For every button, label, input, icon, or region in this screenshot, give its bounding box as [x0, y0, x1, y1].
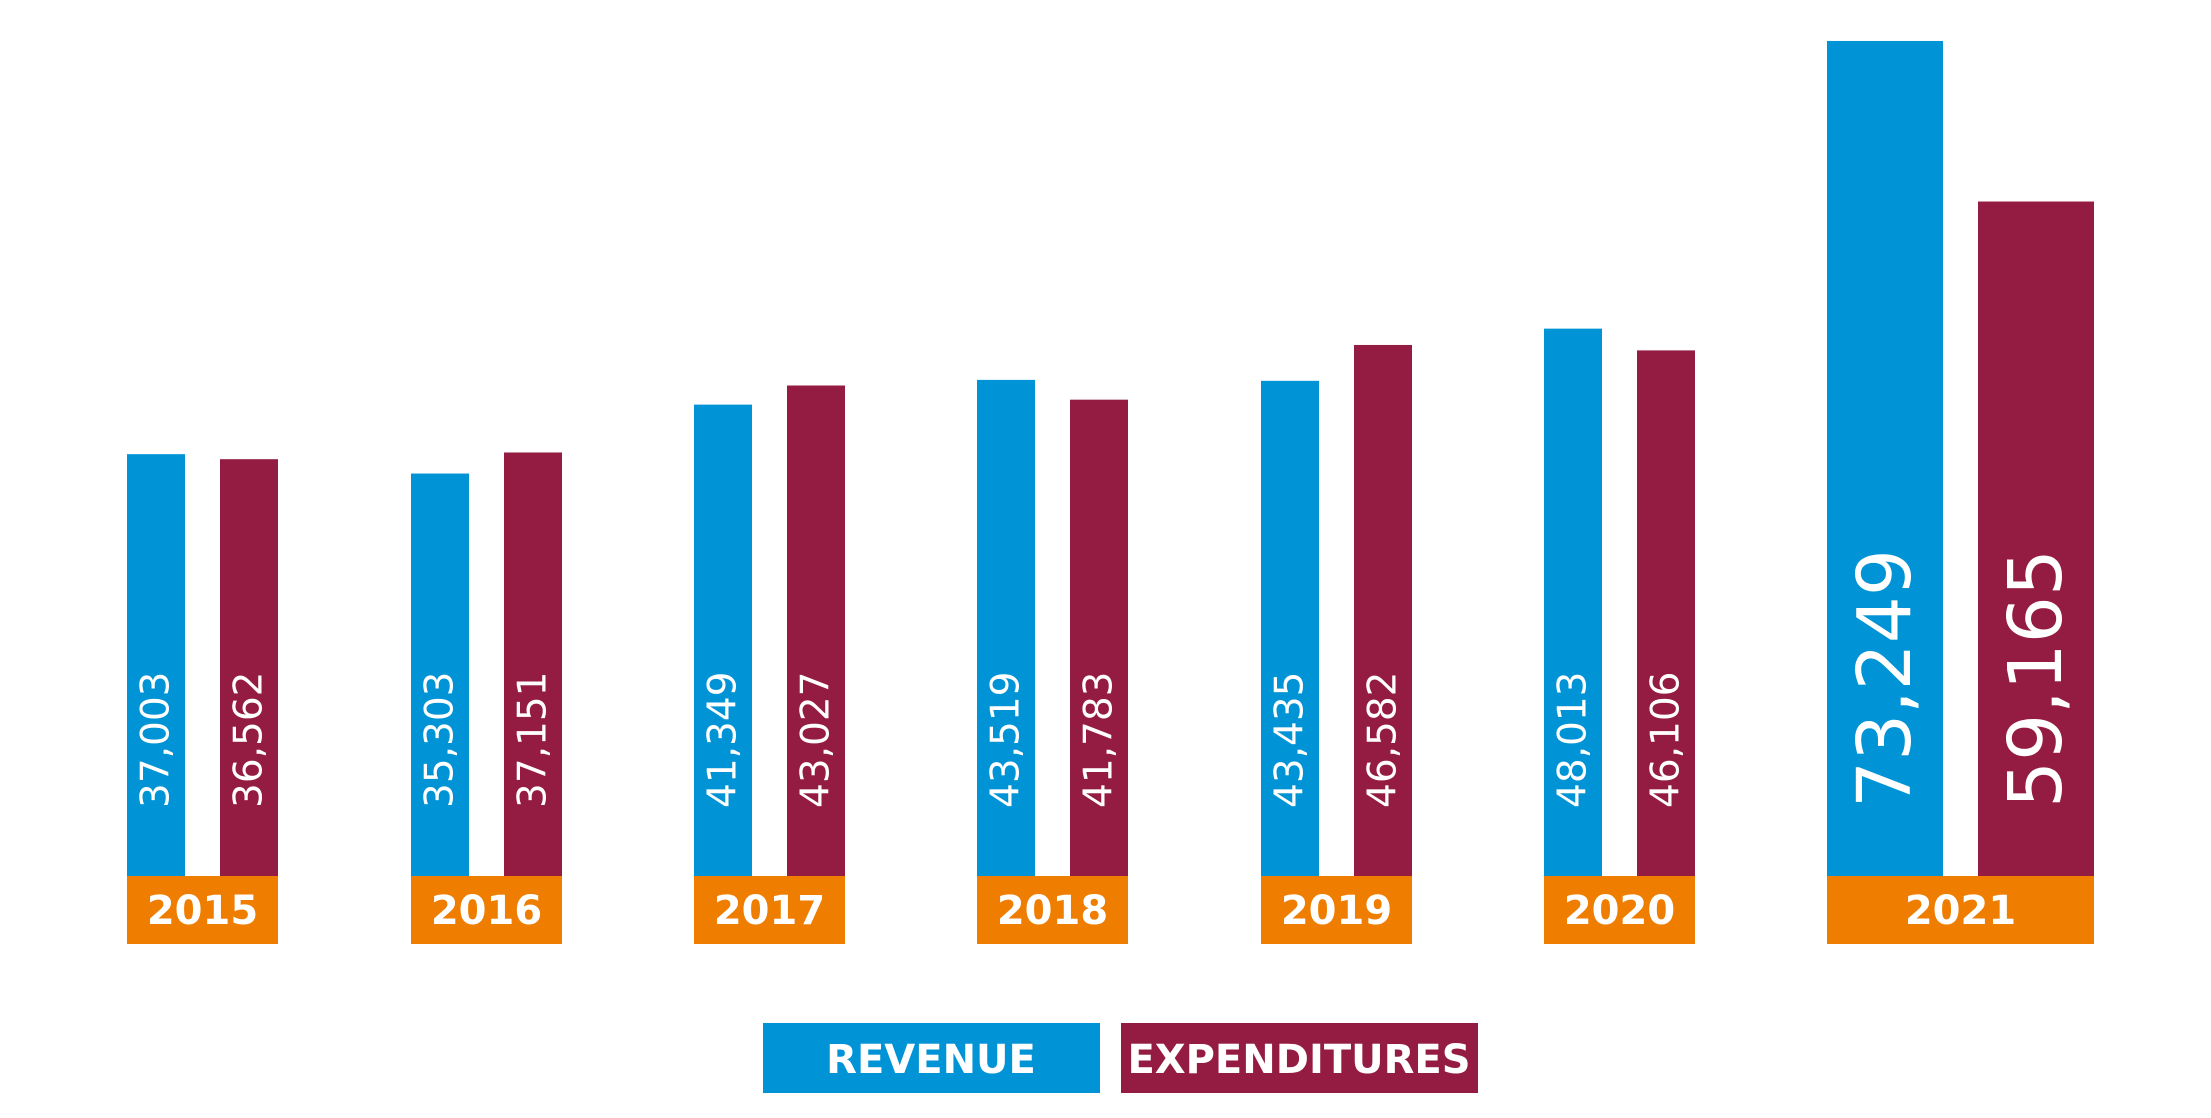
bar-expenditures-2020 [1637, 350, 1695, 876]
value-label-expenditures-2019: 46,582 [1361, 672, 1406, 808]
bar-revenue-2017 [694, 404, 752, 876]
bar-expenditures-2016 [504, 452, 562, 876]
value-label-revenue-2021: 73,249 [1842, 549, 1928, 808]
bar-expenditures-2018 [1070, 399, 1128, 876]
legend-expenditures-label: EXPENDITURES [1127, 1037, 1470, 1083]
value-label-expenditures-2018: 41,783 [1077, 672, 1122, 808]
bar-expenditures-2015 [220, 459, 278, 876]
value-label-revenue-2018: 43,519 [984, 672, 1029, 808]
bar-expenditures-2017 [787, 385, 845, 876]
year-label-2015: 2015 [147, 888, 258, 934]
year-box-2021 [1827, 876, 2094, 944]
value-label-revenue-2015: 37,003 [134, 672, 179, 808]
year-label-2017: 2017 [714, 888, 825, 934]
legend-revenue-label: REVENUE [826, 1037, 1036, 1083]
value-label-revenue-2019: 43,435 [1268, 672, 1313, 808]
value-label-expenditures-2015: 36,562 [227, 672, 272, 808]
bar-revenue-2016 [411, 473, 469, 876]
year-box-2018 [977, 876, 1128, 944]
bar-revenue-2021 [1827, 40, 1943, 876]
bar-revenue-2020 [1544, 328, 1602, 876]
legend: REVENUE EXPENDITURES [763, 1023, 1478, 1093]
legend-expenditures-swatch [1121, 1023, 1478, 1093]
bar-revenue-2018 [977, 379, 1035, 876]
year-label-2019: 2019 [1281, 888, 1392, 934]
year-label-2021: 2021 [1905, 888, 2016, 934]
value-label-expenditures-2016: 37,151 [511, 672, 556, 808]
labels-layer: 2015 37,003 36,562 2016 35,303 37,151 2017 41,3… [134, 549, 2080, 934]
bar-expenditures-2019 [1354, 344, 1412, 876]
value-label-expenditures-2021: 59,165 [1993, 549, 2079, 808]
bar-expenditures-2021 [1978, 201, 2094, 877]
year-box-2015 [127, 876, 278, 944]
bar-revenue-2019 [1261, 380, 1319, 876]
value-label-expenditures-2017: 43,027 [794, 672, 839, 808]
year-label-2016: 2016 [431, 888, 542, 934]
year-box-2017 [694, 876, 845, 944]
value-label-revenue-2017: 41,349 [701, 672, 746, 808]
year-label-2018: 2018 [997, 888, 1108, 934]
year-box-2020 [1544, 876, 1695, 944]
year-box-2016 [411, 876, 562, 944]
legend-revenue-swatch [763, 1023, 1100, 1093]
bar-revenue-2015 [127, 454, 185, 876]
bars-layer [127, 40, 2094, 944]
value-label-revenue-2020: 48,013 [1551, 672, 1596, 808]
value-label-revenue-2016: 35,303 [418, 672, 463, 808]
value-label-expenditures-2020: 46,106 [1644, 672, 1689, 808]
year-box-2019 [1261, 876, 1412, 944]
year-label-2020: 2020 [1564, 888, 1675, 934]
